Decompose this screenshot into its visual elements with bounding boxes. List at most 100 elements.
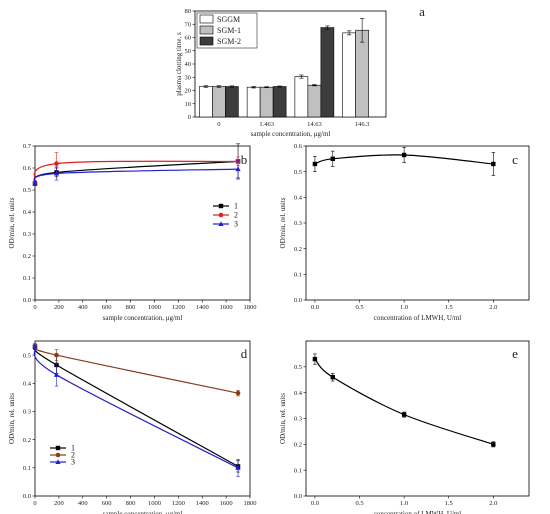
y-tick-label: 0.0 (294, 297, 302, 304)
x-tick-label: 1000 (148, 304, 161, 311)
x-tick-label: 1.0 (400, 304, 408, 311)
x-tick-label: 0.5 (355, 304, 363, 311)
y-tick-label: 0.5 (23, 352, 31, 359)
y-tick-label: 0.5 (294, 364, 302, 371)
x-tick-label: 0.0 (311, 304, 319, 311)
x-tick-label: 800 (126, 304, 136, 311)
x-tick-label: 146.3 (355, 121, 370, 128)
x-tick-label: 1.0 (400, 500, 408, 507)
data-point (53, 170, 60, 176)
x-tick-label: 200 (54, 500, 64, 507)
x-tick-label: 1600 (220, 500, 233, 507)
data-point (54, 352, 59, 358)
bar (320, 27, 335, 118)
x-tick-label: 0.5 (355, 500, 363, 507)
x-tick-label: 0.0 (311, 500, 319, 507)
x-tick-label: 2.0 (489, 500, 497, 507)
y-tick-label: 0 (188, 114, 191, 121)
y-tick-label: 0.2 (23, 437, 31, 444)
y-tick-label: 0.0 (294, 493, 302, 500)
data-point (235, 465, 241, 470)
data-point (54, 161, 59, 166)
bar (355, 29, 369, 118)
data-point (32, 180, 38, 186)
data-point (401, 412, 407, 417)
x-tick-label: 1600 (220, 304, 233, 311)
y-axis-label: OD/min, rel. units (279, 197, 287, 248)
legend: 123 (50, 444, 75, 467)
y-tick-label: 60 (185, 35, 192, 42)
legend-marker (55, 445, 61, 451)
chart-panel-c: 0.0 0.5 1.0 1.5 2.0 0.0 0.1 0.2 0.3 0.4 0.5 0.6 conc… (279, 143, 530, 322)
x-axis-label: concentration of LMWH, U/ml (374, 314, 462, 322)
y-tick-label: 0.1 (23, 275, 31, 282)
y-tick-label: 0.1 (294, 467, 302, 474)
legend-label: 2 (71, 451, 75, 460)
bar (212, 86, 226, 118)
y-tick-label: 0.7 (23, 143, 32, 150)
legend-swatch (199, 25, 214, 35)
legend: 123 (213, 202, 238, 229)
panel-letter: a (419, 4, 425, 19)
data-point (53, 372, 60, 377)
y-tick-label: 70 (185, 21, 192, 28)
legend-label: 1 (71, 444, 75, 453)
series-line-3 (33, 168, 239, 184)
y-tick-label: 40 (185, 61, 192, 68)
y-axis-label: OD/min, rel. units (8, 197, 16, 248)
panel-letter: c (512, 152, 518, 167)
data-point (401, 152, 407, 158)
legend-marker (218, 212, 224, 218)
x-tick-label: 1.463 (259, 121, 274, 128)
x-tick-label: 1400 (196, 304, 209, 311)
y-tick-label: 0.3 (23, 409, 31, 416)
x-tick-label: 2.0 (489, 304, 497, 311)
y-tick-label: 10 (185, 101, 192, 108)
y-tick-label: 80 (185, 8, 192, 15)
chart-panel-b: 0 200 400 600 800 1000 1200 1400 1600 1800 0.0 0.1 0… (8, 143, 257, 322)
y-tick-label: 0.4 (23, 209, 32, 216)
legend-marker (218, 221, 224, 226)
x-axis-label: sample concentration, μg/ml (103, 510, 183, 514)
legend-label: 1 (234, 202, 238, 211)
y-tick-label: 0.6 (294, 143, 303, 150)
x-tick-label: 800 (126, 500, 136, 507)
y-tick-label: 0.4 (294, 195, 303, 202)
data-point (330, 374, 335, 380)
x-tick-label: 200 (54, 304, 64, 311)
x-tick-label: 0 (33, 500, 36, 507)
series-line-1 (314, 154, 494, 165)
bar (307, 84, 322, 118)
data-point (32, 343, 38, 349)
data-point (312, 356, 318, 362)
x-tick-label: 1800 (244, 500, 257, 507)
y-tick-label: 0.2 (23, 253, 31, 260)
x-tick-label: 400 (78, 304, 88, 311)
legend-label: SGM-2 (217, 37, 241, 46)
panel-letter: b (241, 152, 248, 167)
bar (294, 76, 309, 118)
x-tick-label: 0 (33, 304, 36, 311)
y-tick-label: 0.2 (294, 442, 302, 449)
y-tick-label: 0.5 (294, 169, 302, 176)
series-line-1 (314, 358, 494, 445)
data-point (235, 390, 241, 396)
y-tick-label: 50 (185, 48, 192, 55)
y-tick-label: 0.6 (23, 165, 32, 172)
x-tick-label: 1000 (148, 500, 161, 507)
bar (225, 86, 239, 118)
x-tick-label: 0 (217, 121, 220, 128)
y-tick-label: 0.2 (294, 246, 302, 253)
x-axis-label: sample concentration, μg/ml (251, 130, 331, 138)
y-axis-label: OD/min, rel. units (279, 393, 287, 444)
y-tick-label: 0.1 (294, 272, 302, 279)
legend-label: 2 (234, 211, 238, 220)
x-tick-label: 1.5 (445, 500, 453, 507)
plot-frame (305, 145, 530, 301)
x-tick-label: 600 (102, 304, 112, 311)
data-point (312, 161, 318, 167)
chart-panel-e: 0.0 0.5 1.0 1.5 2.0 0.0 0.1 0.2 0.3 0.4 0.5 concent… (279, 340, 530, 514)
legend-label: SGM-1 (217, 26, 241, 35)
x-axis-label: concentration of LMWH, U/ml (374, 510, 462, 514)
